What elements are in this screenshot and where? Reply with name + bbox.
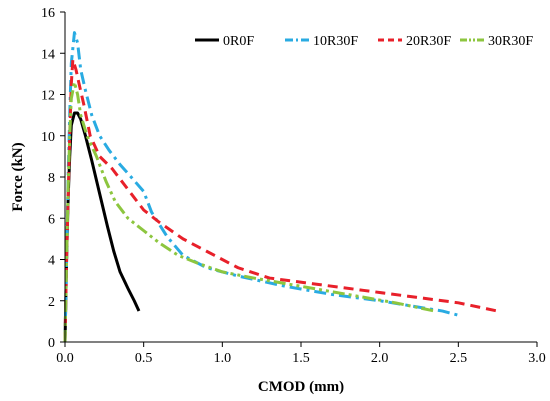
legend-label-30r30f: 30R30F [488, 34, 533, 49]
legend-label-0r0f: 0R0F [223, 34, 254, 49]
series-line-0r0f [63, 111, 141, 343]
legend-label-10r30f: 10R30F [313, 34, 358, 49]
y-tick-label: 10 [41, 130, 55, 145]
x-tick-label: 0.0 [56, 351, 74, 366]
y-tick-label: 16 [41, 6, 55, 21]
x-tick-label: 2.5 [450, 351, 468, 366]
legend-label-20r30f: 20R30F [406, 34, 451, 49]
y-tick-label: 6 [48, 212, 55, 227]
y-tick-label: 8 [48, 171, 55, 186]
y-tick-label: 12 [41, 89, 55, 104]
y-tick-label: 14 [41, 47, 55, 62]
x-tick-label: 0.5 [135, 351, 153, 366]
series-line-30r30f [63, 80, 436, 343]
y-axis-title: Force (kN) [10, 142, 26, 211]
axes-layer [64, 12, 537, 343]
y-ticks: 0 2 4 6 8 10 12 14 16 [41, 6, 65, 351]
x-ticks: 0.0 0.5 1.0 1.5 2.0 2.5 3.0 [56, 342, 546, 366]
y-tick-label: 2 [48, 295, 55, 310]
x-axis-title: CMOD (mm) [258, 379, 344, 395]
y-tick-label: 4 [48, 254, 55, 269]
series-layer [63, 31, 498, 343]
x-tick-label: 2.0 [371, 351, 389, 366]
legend: 0R0F 10R30F 20R30F 30R30F [195, 34, 533, 49]
x-tick-label: 1.5 [292, 351, 310, 366]
x-tick-label: 1.0 [214, 351, 232, 366]
series-line-10r30f [63, 31, 459, 343]
x-tick-label: 3.0 [528, 351, 546, 366]
y-tick-label: 0 [48, 336, 55, 351]
series-line-20r30f [63, 57, 498, 343]
